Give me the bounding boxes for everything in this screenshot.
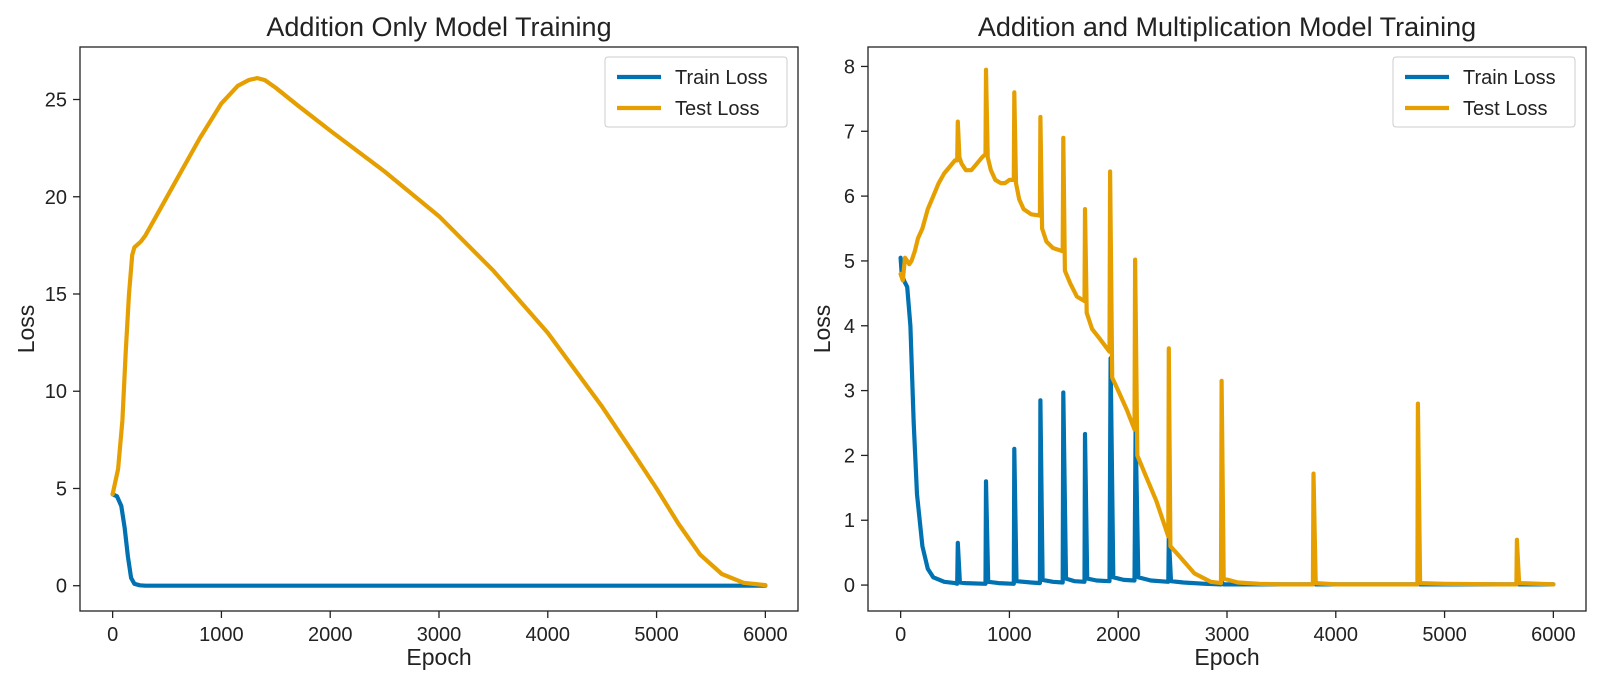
x-axis-label: Epoch bbox=[1194, 644, 1259, 670]
y-tick-label: 6 bbox=[844, 186, 855, 208]
chart-addition-only: Addition Only Model Training 0 1000 2000 30… bbox=[13, 12, 799, 670]
x-tick-label: 0 bbox=[895, 624, 906, 646]
x-tick-label: 0 bbox=[107, 624, 118, 646]
legend-label-test: Test Loss bbox=[1463, 98, 1547, 120]
x-tick-label: 1000 bbox=[199, 624, 244, 646]
y-tick-label: 8 bbox=[844, 56, 855, 78]
plot-frame bbox=[867, 46, 1587, 612]
x-tick-label: 4000 bbox=[1314, 624, 1359, 646]
y-tick-label: 15 bbox=[45, 284, 67, 306]
y-tick-label: 7 bbox=[844, 121, 855, 143]
y-tick-label: 2 bbox=[844, 445, 855, 467]
y-axis-label: Loss bbox=[809, 305, 835, 354]
chart-addition-multiplication: Addition and Multiplication Model Traini… bbox=[809, 12, 1587, 670]
legend-label-test: Test Loss bbox=[675, 98, 759, 120]
x-axis-label: Epoch bbox=[406, 644, 471, 670]
y-tick-label: 20 bbox=[45, 187, 67, 209]
x-tick-label: 2000 bbox=[308, 624, 353, 646]
chart-title: Addition and Multiplication Model Traini… bbox=[978, 12, 1476, 42]
train-loss-series-line bbox=[898, 255, 1556, 587]
y-tick-label: 1 bbox=[844, 510, 855, 532]
test-loss-series-line bbox=[110, 76, 768, 588]
x-tick-label: 6000 bbox=[743, 624, 788, 646]
x-tick-label: 6000 bbox=[1531, 624, 1576, 646]
plot-frame bbox=[79, 46, 799, 612]
y-tick-label: 25 bbox=[45, 90, 67, 112]
y-tick-label: 5 bbox=[56, 478, 67, 500]
x-tick-label: 3000 bbox=[417, 624, 462, 646]
legend: Train Loss Test Loss bbox=[1392, 56, 1576, 128]
legend-label-train: Train Loss bbox=[1463, 67, 1556, 89]
y-axis-label: Loss bbox=[13, 305, 39, 354]
x-tick-label: 5000 bbox=[1422, 624, 1467, 646]
y-tick-label: 5 bbox=[844, 251, 855, 273]
x-tick-label: 4000 bbox=[526, 624, 571, 646]
x-tick-label: 3000 bbox=[1205, 624, 1250, 646]
test-loss-series-line bbox=[898, 67, 1556, 587]
legend: Train Loss Test Loss bbox=[604, 56, 788, 128]
y-tick-label: 4 bbox=[844, 316, 855, 338]
train-loss-series-line bbox=[110, 492, 768, 588]
chart-title: Addition Only Model Training bbox=[266, 12, 611, 42]
x-tick-label: 2000 bbox=[1096, 624, 1141, 646]
x-tick-label: 5000 bbox=[634, 624, 679, 646]
y-tick-label: 0 bbox=[844, 575, 855, 597]
y-tick-label: 3 bbox=[844, 381, 855, 403]
legend-label-train: Train Loss bbox=[675, 67, 768, 89]
y-tick-label: 0 bbox=[56, 576, 67, 598]
x-tick-label: 1000 bbox=[987, 624, 1032, 646]
y-tick-label: 10 bbox=[45, 381, 67, 403]
